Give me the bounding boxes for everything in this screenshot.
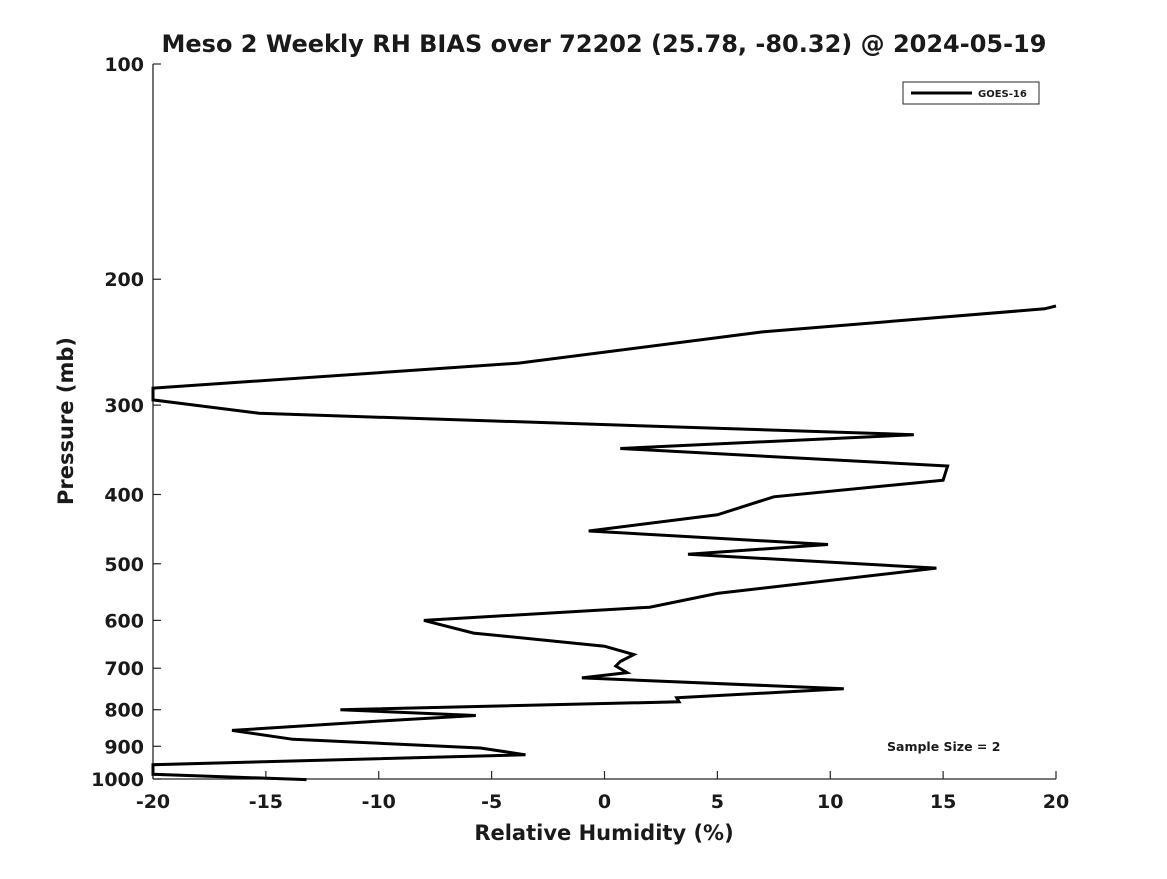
y-tick-label: 400 bbox=[104, 484, 144, 506]
x-tick-label: -20 bbox=[136, 791, 170, 813]
x-tick-label: 20 bbox=[1043, 791, 1069, 813]
x-tick-label: -10 bbox=[362, 791, 396, 813]
y-tick-label: 700 bbox=[104, 658, 144, 680]
x-tick-label: -15 bbox=[249, 791, 283, 813]
series-line-goes-16 bbox=[151, 304, 1057, 782]
series-layer bbox=[151, 304, 1057, 782]
chart-title: Meso 2 Weekly RH BIAS over 72202 (25.78,… bbox=[162, 30, 1047, 58]
x-tick-label: -5 bbox=[481, 791, 502, 813]
y-axis-ticks: 100 200 300 400 500 600 700 800 900 1000 bbox=[91, 54, 161, 791]
y-tick-label: 600 bbox=[104, 610, 144, 632]
x-axis-label: Relative Humidity (%) bbox=[474, 821, 733, 845]
plot-area bbox=[152, 64, 1056, 780]
y-tick-label: 800 bbox=[104, 700, 144, 722]
x-tick-label: 0 bbox=[598, 791, 611, 813]
legend: GOES-16 bbox=[902, 81, 1040, 105]
y-tick-label: 500 bbox=[104, 554, 144, 576]
x-axis-ticks: -20 -15 -10 -5 0 5 10 15 20 bbox=[136, 771, 1069, 813]
x-tick-label: 15 bbox=[930, 791, 956, 813]
sample-size-annotation: Sample Size = 2 bbox=[887, 739, 1000, 754]
x-tick-label: 10 bbox=[817, 791, 843, 813]
y-tick-label: 900 bbox=[104, 736, 144, 758]
y-tick-label: 300 bbox=[104, 395, 144, 417]
y-tick-label: 1000 bbox=[91, 769, 144, 791]
y-axis-label: Pressure (mb) bbox=[54, 337, 78, 505]
y-tick-label: 200 bbox=[104, 269, 144, 291]
x-tick-label: 5 bbox=[711, 791, 724, 813]
legend-entry-goes-16: GOES-16 bbox=[978, 89, 1027, 100]
y-tick-label: 100 bbox=[104, 54, 144, 76]
